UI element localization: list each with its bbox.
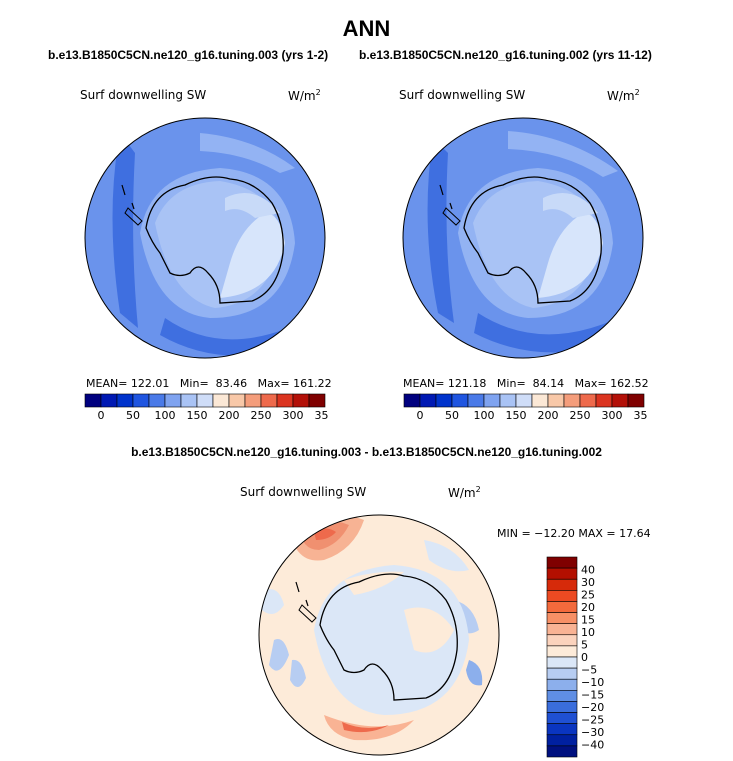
colorbar-swatch xyxy=(403,393,421,408)
colorbar-tick-label: 50 xyxy=(445,409,459,422)
diff-units-label: W/m2 xyxy=(448,485,481,500)
colorbar-tick-label: 200 xyxy=(538,409,559,422)
colorbar-swatch xyxy=(627,393,645,408)
colorbar-swatch xyxy=(515,393,533,408)
colorbar-tick-label: 300 xyxy=(602,409,623,422)
colorbar-tick-label: 350 xyxy=(634,409,648,422)
units-label-right: W/m2 xyxy=(607,88,640,103)
colorbar-swatch xyxy=(276,393,294,408)
colorbar-swatch xyxy=(546,645,578,658)
colorbar-tick-label: 0 xyxy=(581,651,588,664)
colorbar-left: 0 50 100 150 200 250 300 350 xyxy=(84,393,329,422)
colorbar-tick-label: 20 xyxy=(581,601,595,614)
colorbar-swatch xyxy=(546,623,578,636)
colorbar-tick-label: −25 xyxy=(581,714,604,727)
colorbar-swatch xyxy=(546,734,578,747)
colorbar-swatch xyxy=(180,393,198,408)
colorbar-swatch xyxy=(84,393,102,408)
colorbar-right: 0 50 100 150 200 250 300 350 xyxy=(403,393,648,422)
colorbar-swatch xyxy=(244,393,262,408)
colorbar-swatch xyxy=(546,745,578,758)
colorbar-swatch xyxy=(546,578,578,591)
colorbar-swatch xyxy=(212,393,230,408)
colorbar-swatch xyxy=(531,393,549,408)
colorbar-swatch xyxy=(547,393,565,408)
colorbar-tick-label: 250 xyxy=(570,409,591,422)
case-label-left: b.e13.B1850C5CN.ne120_g16.tuning.003 (yr… xyxy=(48,48,329,62)
colorbar-swatch xyxy=(546,590,578,602)
colorbar-swatch xyxy=(546,678,578,691)
diff-title: b.e13.B1850C5CN.ne120_g16.tuning.003 - b… xyxy=(131,445,602,459)
colorbar-tick-label: 300 xyxy=(283,409,304,422)
page-title: ANN xyxy=(342,16,391,41)
diff-minmax: MIN = −12.20 MAX = 17.64 xyxy=(497,527,651,540)
colorbar-swatch xyxy=(148,393,166,408)
colorbar-swatch xyxy=(546,701,578,713)
colorbar-tick-label: −15 xyxy=(581,689,604,702)
colorbar-swatch xyxy=(546,612,578,624)
colorbar-tick-label: 150 xyxy=(187,409,208,422)
colorbar-tick-label: 150 xyxy=(506,409,527,422)
colorbar-tick-label: 250 xyxy=(251,409,272,422)
colorbar-swatch xyxy=(546,601,578,613)
colorbar-swatch xyxy=(116,393,134,408)
colorbar-tick-label: 30 xyxy=(581,576,595,589)
colorbar-swatch xyxy=(292,393,310,408)
colorbar-tick-label: −5 xyxy=(581,664,597,677)
colorbar-swatch xyxy=(308,393,326,408)
colorbar-tick-label: −30 xyxy=(581,726,604,739)
colorbar-tick-label: 40 xyxy=(581,564,595,577)
colorbar-tick-label: 350 xyxy=(315,409,329,422)
colorbar-swatch xyxy=(499,393,517,408)
colorbar-swatch xyxy=(483,393,501,408)
colorbar-tick-label: −40 xyxy=(581,739,604,752)
stats-left: MEAN= 122.01 Min= 83.46 Max= 161.22 xyxy=(86,377,332,390)
variable-label-right: Surf downwelling SW xyxy=(399,88,526,102)
colorbar-swatch xyxy=(435,393,453,408)
colorbar-swatch xyxy=(563,393,581,408)
colorbar-tick-label: 200 xyxy=(219,409,240,422)
colorbar-tick-label: 25 xyxy=(581,589,595,602)
polar-map-right xyxy=(402,117,644,359)
colorbar-swatch xyxy=(467,393,485,408)
colorbar-swatch xyxy=(546,556,578,569)
colorbar-swatch xyxy=(260,393,278,408)
diff-variable-label: Surf downwelling SW xyxy=(240,485,367,499)
colorbar-swatch xyxy=(546,723,578,736)
colorbar-swatch xyxy=(546,656,578,669)
colorbar-swatch xyxy=(546,567,578,580)
colorbar-swatch xyxy=(546,690,578,702)
variable-label-left: Surf downwelling SW xyxy=(80,88,207,102)
colorbar-tick-label: −20 xyxy=(581,701,604,714)
colorbar-swatch xyxy=(164,393,182,408)
colorbar-swatch xyxy=(196,393,214,408)
colorbar-tick-label: 50 xyxy=(126,409,140,422)
colorbar-swatch xyxy=(546,634,578,647)
colorbar-tick-label: 10 xyxy=(581,626,595,639)
colorbar-swatch xyxy=(419,393,437,408)
colorbar-tick-label: 100 xyxy=(474,409,495,422)
colorbar-swatch xyxy=(611,393,629,408)
colorbar-swatch xyxy=(595,393,613,408)
colorbar-tick-label: 100 xyxy=(155,409,176,422)
polar-map-diff xyxy=(258,514,500,756)
colorbar-tick-label: 0 xyxy=(417,409,424,422)
colorbar-swatch xyxy=(546,712,578,724)
colorbar-tick-label: −10 xyxy=(581,676,604,689)
colorbar-tick-label: 5 xyxy=(581,639,588,652)
colorbar-swatch xyxy=(579,393,597,408)
colorbar-swatch xyxy=(546,667,578,680)
colorbar-tick-label: 15 xyxy=(581,614,595,627)
polar-map-left xyxy=(84,117,326,359)
units-label-left: W/m2 xyxy=(288,88,321,103)
stats-right: MEAN= 121.18 Min= 84.14 Max= 162.52 xyxy=(403,377,649,390)
colorbar-tick-label: 0 xyxy=(98,409,105,422)
colorbar-swatch xyxy=(100,393,118,408)
colorbar-swatch xyxy=(228,393,246,408)
case-label-right: b.e13.B1850C5CN.ne120_g16.tuning.002 (yr… xyxy=(359,48,652,62)
colorbar-swatch xyxy=(451,393,469,408)
colorbar-swatch xyxy=(132,393,150,408)
